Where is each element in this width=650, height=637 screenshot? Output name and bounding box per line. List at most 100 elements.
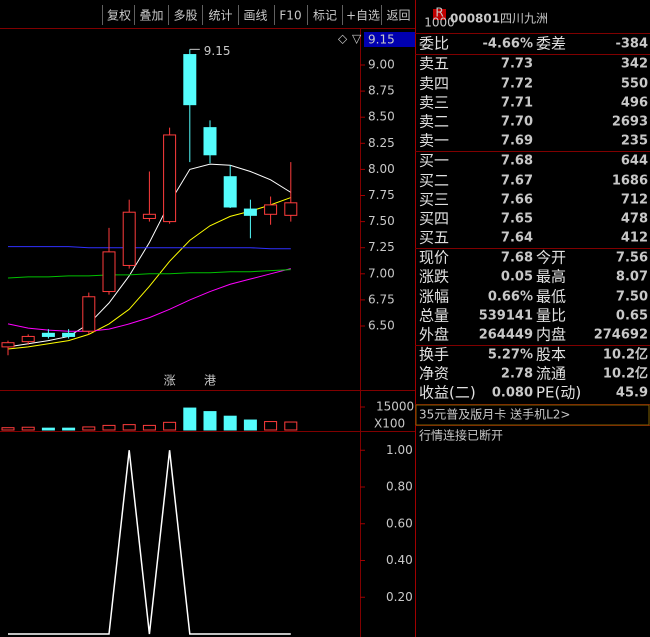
order-price: 7.71 — [501, 96, 533, 111]
order-label: 买二 — [419, 172, 449, 190]
volume-bar — [284, 421, 298, 431]
quote-label: 今开 — [536, 249, 566, 267]
candle-body — [284, 202, 298, 216]
y-tick-label: 8.50 — [368, 110, 395, 124]
y-tick-label: 0.40 — [386, 553, 413, 567]
quote-value: 0.080 — [492, 386, 533, 401]
event-marker[interactable]: 涨 — [164, 373, 176, 388]
candle-body — [1, 342, 15, 348]
candle-body — [62, 332, 76, 337]
quote-label: 最低 — [536, 288, 566, 306]
moving-average — [7, 163, 292, 348]
quote-label: 委差 — [536, 35, 566, 53]
order-label: 卖一 — [419, 132, 449, 150]
y-tick-label: 0.80 — [386, 480, 413, 494]
y-tick-label: 6.50 — [368, 319, 395, 333]
quote-label: 委比 — [419, 35, 449, 53]
order-label: 卖五 — [419, 55, 449, 73]
volume-bar — [264, 421, 278, 431]
quote-value: -384 — [615, 37, 648, 52]
quote-value: 0.66% — [488, 290, 533, 305]
current-tag-bg — [364, 32, 415, 47]
toolbar-button[interactable]: +自选 — [346, 9, 380, 23]
moving-average — [7, 269, 291, 279]
stock-code: 000801 — [450, 12, 500, 26]
candle-body — [82, 296, 96, 332]
order-label: 卖四 — [419, 75, 449, 93]
order-label: 卖三 — [419, 94, 449, 112]
quote-label: 股本 — [536, 346, 566, 364]
volume-bar — [142, 424, 156, 431]
toolbar-button[interactable]: 叠加 — [139, 9, 163, 23]
volume-bar — [41, 427, 55, 431]
quote-label: 外盘 — [419, 326, 449, 344]
quote-label: 总量 — [419, 307, 449, 325]
order-label: 买一 — [419, 152, 449, 170]
toolbar-button[interactable]: 统计 — [208, 9, 232, 23]
promo-box[interactable] — [415, 404, 650, 426]
volume-bar — [82, 426, 96, 431]
candle-body — [142, 213, 156, 219]
order-price: 7.68 — [501, 154, 533, 169]
order-price: 7.64 — [501, 231, 533, 246]
volume-bar — [1, 427, 15, 431]
logo-box — [433, 9, 446, 20]
y-tick-label: 7.25 — [368, 240, 395, 254]
volume-unit: X100 — [374, 417, 405, 431]
quote-value: 7.68 — [501, 251, 533, 266]
connection-status: 行情连接已断开 — [419, 428, 503, 443]
toolbar-button[interactable]: 标记 — [313, 9, 337, 23]
quote-label: 换手 — [419, 346, 449, 364]
quote-value: 539141 — [479, 309, 533, 324]
quote-label: 现价 — [419, 249, 449, 267]
order-price: 7.69 — [501, 134, 533, 149]
promo[interactable]: 35元普及版月卡 送手机L2> — [419, 407, 570, 422]
quote-value: 5.27% — [488, 348, 533, 363]
volume-bar — [183, 407, 197, 431]
logo-bottom: 1000 — [424, 16, 455, 30]
toolbar-button[interactable]: 复权 — [107, 9, 131, 23]
candle-body — [163, 134, 177, 223]
order-label: 卖二 — [419, 113, 449, 131]
volume-bar — [203, 411, 217, 431]
order-price: 7.66 — [501, 193, 533, 208]
order-volume: 2693 — [612, 115, 648, 130]
order-volume: 1686 — [612, 174, 648, 189]
order-price: 7.65 — [501, 212, 533, 227]
quote-value: -4.66% — [483, 37, 534, 52]
y-tick-label: 8.25 — [368, 136, 395, 150]
quote-value: 10.2亿 — [603, 366, 648, 382]
event-marker[interactable]: 港 — [204, 374, 216, 388]
toolbar-button[interactable]: 多股 — [173, 9, 197, 23]
high-label: 9.15 — [204, 44, 231, 58]
quote-value: 0.05 — [501, 270, 533, 285]
moving-average — [7, 197, 291, 350]
y-tick-label: 8.00 — [368, 162, 395, 176]
order-volume: 235 — [621, 134, 648, 149]
quote-label: 流通 — [536, 365, 566, 383]
order-label: 买五 — [419, 229, 449, 247]
volume-bar — [243, 419, 257, 431]
candle-body — [223, 176, 237, 208]
order-volume: 712 — [621, 193, 648, 208]
quote-value: 0.65 — [616, 309, 648, 324]
diamond-icon[interactable]: ◇ — [338, 32, 348, 46]
y-tick-label: 9.00 — [368, 58, 395, 72]
toolbar-button[interactable]: 返回 — [386, 9, 410, 23]
quote-value: 8.07 — [616, 270, 648, 285]
order-label: 买三 — [419, 191, 449, 209]
quote-value: 10.2亿 — [603, 347, 648, 363]
y-tick-label: 7.50 — [368, 214, 395, 228]
stock-name: 四川九洲 — [500, 12, 548, 26]
volume-bar — [163, 421, 177, 431]
candle-body — [21, 335, 35, 343]
y-tick-label: 1.00 — [386, 443, 413, 457]
dropdown-icon[interactable]: ▽ — [352, 32, 362, 46]
toolbar-button[interactable]: F10 — [279, 9, 301, 23]
order-price: 7.70 — [501, 115, 533, 130]
y-tick-label: 0.60 — [386, 516, 413, 530]
volume-bar — [122, 424, 136, 431]
toolbar-button[interactable]: 画线 — [243, 9, 267, 23]
order-volume: 478 — [621, 212, 648, 227]
quote-label: 收益(二) — [419, 384, 476, 402]
